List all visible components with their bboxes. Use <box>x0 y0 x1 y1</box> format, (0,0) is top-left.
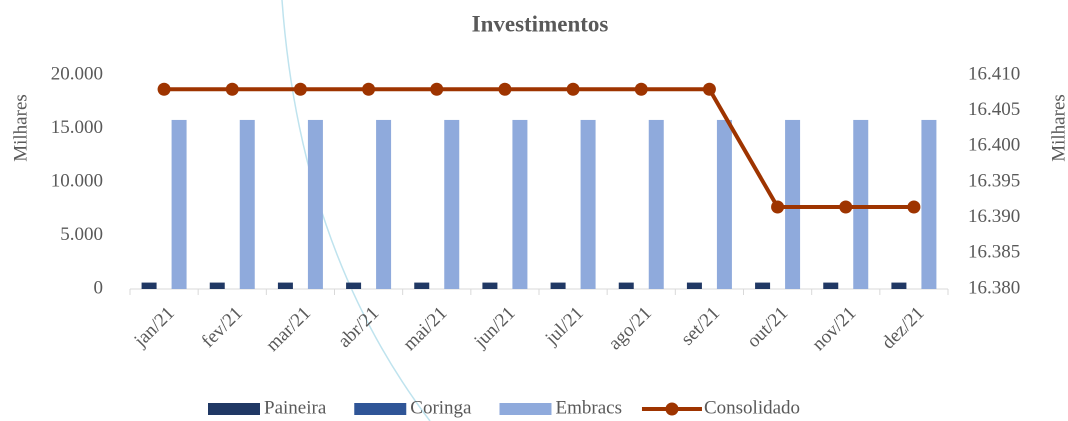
bar <box>171 119 187 289</box>
marker <box>907 200 921 214</box>
x-tick-label: mar/21 <box>262 303 315 356</box>
y2-tick-label: 16.385 <box>968 242 1020 263</box>
bar <box>686 282 702 289</box>
marker <box>498 82 512 96</box>
legend-swatch <box>208 403 260 415</box>
bar <box>853 119 869 289</box>
marker <box>430 82 444 96</box>
y-tick-label: 0 <box>94 277 104 298</box>
bar <box>482 282 498 289</box>
y-tick-label: 5.000 <box>60 224 103 245</box>
bar <box>618 282 634 289</box>
legend-label: Consolidado <box>704 397 800 418</box>
legend-label: Paineira <box>264 397 327 418</box>
marker <box>771 200 785 214</box>
marker <box>225 82 239 96</box>
x-tick-label: dez/21 <box>878 303 929 354</box>
bar <box>414 282 430 289</box>
y2-tick-label: 16.400 <box>968 135 1020 156</box>
y-axis-title: Milhares <box>10 94 31 162</box>
x-tick-label: abr/21 <box>334 303 383 352</box>
legend-swatch <box>665 402 679 416</box>
chart-title: Investimentos <box>472 11 609 36</box>
bar <box>209 282 225 289</box>
bar <box>755 282 771 289</box>
bar <box>891 282 907 289</box>
bar <box>785 119 801 289</box>
marker <box>634 82 648 96</box>
y-tick-label: 10.000 <box>51 170 103 191</box>
bar <box>239 119 255 289</box>
x-tick-label: nov/21 <box>808 303 860 355</box>
bar <box>277 282 293 289</box>
marker <box>702 82 716 96</box>
y2-tick-label: 16.410 <box>968 63 1020 84</box>
x-tick-label: fev/21 <box>198 303 247 352</box>
x-tick-label: jun/21 <box>470 303 520 353</box>
y2-tick-label: 16.405 <box>968 99 1020 120</box>
bar <box>376 119 392 289</box>
legend-label: Embracs <box>555 397 621 418</box>
line <box>164 87 914 209</box>
marker <box>157 82 171 96</box>
bar <box>648 119 664 289</box>
bar <box>921 119 937 289</box>
bar <box>141 282 157 289</box>
marker <box>839 200 853 214</box>
marker <box>362 82 376 96</box>
x-tick-label: mai/21 <box>399 303 451 355</box>
bar <box>444 119 460 289</box>
marker <box>293 82 307 96</box>
bar <box>823 282 839 289</box>
marker <box>566 82 580 96</box>
x-tick-label: jul/21 <box>541 303 588 350</box>
legend-swatch <box>499 403 552 415</box>
y2-tick-label: 16.390 <box>968 206 1020 227</box>
y2-axis-title: Milhares <box>1048 94 1068 162</box>
y-tick-label: 15.000 <box>51 117 103 138</box>
bar <box>716 119 732 289</box>
bar <box>512 119 528 289</box>
bar <box>550 282 566 289</box>
bar <box>346 282 362 289</box>
decor-arc <box>281 0 431 421</box>
y2-tick-label: 16.395 <box>968 170 1020 191</box>
x-tick-label: out/21 <box>743 303 792 352</box>
bar <box>307 119 323 289</box>
x-tick-label: jan/21 <box>130 303 179 352</box>
legend-label: Coringa <box>410 397 472 418</box>
legend-swatch <box>354 403 407 415</box>
y2-tick-label: 16.380 <box>968 277 1020 298</box>
x-tick-label: set/21 <box>677 303 724 350</box>
y-tick-label: 20.000 <box>51 63 103 84</box>
bar <box>580 119 596 289</box>
x-tick-label: ago/21 <box>604 303 655 354</box>
